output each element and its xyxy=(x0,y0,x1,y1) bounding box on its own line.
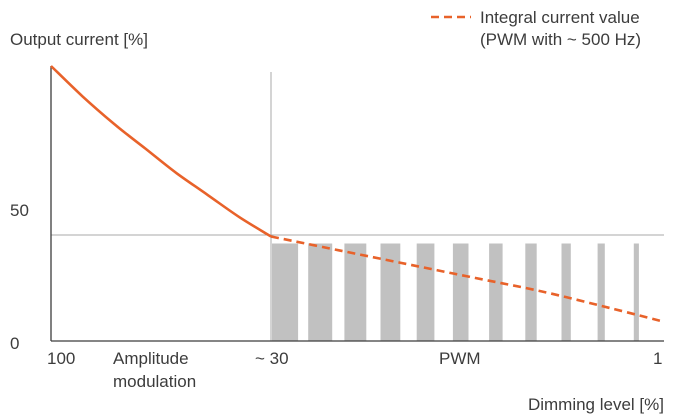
pwm-pulse xyxy=(380,243,401,341)
x-tick-1: 1 xyxy=(653,349,662,368)
integral-current-curve xyxy=(270,235,665,324)
pwm-pulses xyxy=(272,243,639,341)
pwm-pulse xyxy=(525,243,537,341)
x-tick-100: 100 xyxy=(47,349,75,368)
legend-label-2: (PWM with ~ 500 Hz) xyxy=(480,30,641,49)
amplitude-curve xyxy=(50,65,272,238)
pwm-pulse xyxy=(416,243,435,341)
amplitude-label-2: modulation xyxy=(113,372,196,391)
y-tick-50: 50 xyxy=(10,201,29,220)
amplitude-label-1: Amplitude xyxy=(113,349,189,368)
y-tick-0: 0 xyxy=(10,334,19,353)
pwm-pulse xyxy=(452,243,469,341)
pwm-pulse xyxy=(272,243,299,341)
pwm-pulse xyxy=(489,243,503,341)
pwm-pulse xyxy=(633,243,639,341)
x-axis-label: Dimming level [%] xyxy=(528,395,664,414)
x-tick-30: ~ 30 xyxy=(255,349,289,368)
pwm-pulse xyxy=(308,243,333,341)
y-axis-label: Output current [%] xyxy=(10,30,148,49)
pwm-pulse xyxy=(597,243,605,341)
legend-label-1: Integral current value xyxy=(480,8,640,27)
pwm-pulse xyxy=(344,243,367,341)
pwm-pulse xyxy=(561,243,571,341)
pwm-label: PWM xyxy=(439,349,481,368)
